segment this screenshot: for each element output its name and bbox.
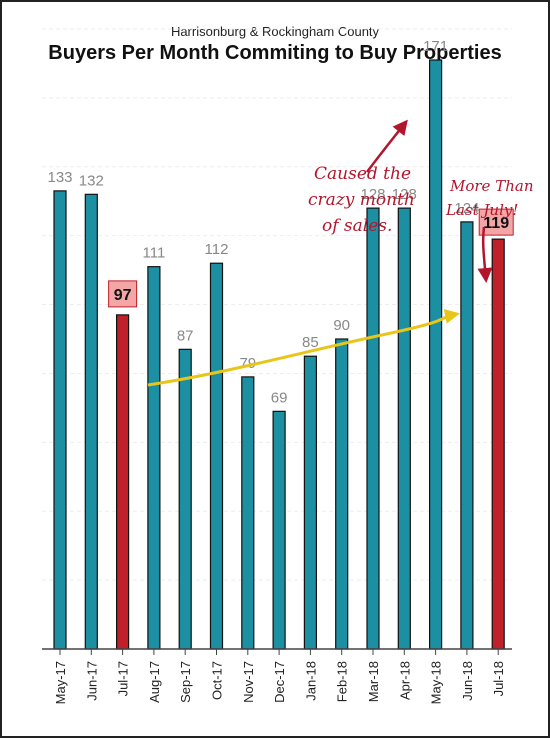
bar-jul-18 [491, 238, 505, 650]
bar-dec-17 [272, 410, 286, 650]
chart-subtitle: Harrisonburg & Rockingham County [170, 24, 380, 39]
x-tick-label: Jun-17 [84, 661, 99, 701]
data-label-jun-17: 132 [79, 172, 104, 189]
x-tick-labels: May-17 Jun-17 Jul-17 Aug-17 Sep-17 Oct-17 Nov-… [53, 661, 506, 704]
data-label-box-jul-17 [108, 280, 138, 308]
bar-jul-17 [115, 314, 130, 650]
x-tick-label: Nov-17 [241, 661, 256, 703]
red-arrow-down [477, 226, 493, 283]
x-tick-label: Apr-18 [397, 661, 412, 700]
x-tick-label: Oct-17 [210, 661, 225, 700]
x-tick-label: Jan-18 [303, 661, 318, 701]
note-crazy-line-2: crazy month [308, 190, 415, 210]
data-label-apr-18: 128 [392, 186, 417, 203]
bar-nov-17 [241, 376, 255, 650]
x-tick-label: May-17 [53, 661, 68, 704]
x-tick-label: May-18 [429, 661, 444, 704]
bar-may-17 [53, 190, 67, 650]
bar-jun-17 [84, 193, 98, 650]
x-tick-label: Mar-18 [366, 661, 381, 702]
bar-apr-18 [397, 207, 411, 650]
data-label-jun-18: 124 [454, 200, 479, 217]
data-label-sep-17: 87 [177, 327, 194, 344]
data-label-jul-17: 97 [114, 287, 132, 304]
data-label-may-17: 133 [47, 169, 72, 186]
x-tick-label: Jun-18 [460, 661, 475, 701]
bars [53, 59, 505, 650]
x-tick-label: Aug-17 [147, 661, 162, 703]
data-label-jan-18: 85 [302, 334, 319, 351]
bar-jun-18 [460, 221, 474, 650]
bar-sep-17 [178, 348, 192, 650]
note-more-than-line-2: Last July! [445, 201, 518, 219]
bar-aug-17 [147, 266, 161, 650]
bar-mar-18 [366, 207, 380, 650]
bar-jan-18 [303, 355, 317, 650]
data-label-may-18: 171 [423, 38, 448, 55]
note-crazy-line-1: Caused the [314, 164, 411, 184]
bar-feb-18 [335, 338, 349, 650]
data-label-oct-17: 112 [205, 241, 229, 258]
x-ticks [59, 649, 499, 655]
x-tick-label: Jul-18 [491, 661, 506, 696]
note-more-than-line-1: More Than [449, 177, 533, 195]
data-label-mar-18: 128 [360, 186, 385, 203]
x-tick-label: Sep-17 [178, 661, 193, 703]
x-tick-label: Feb-18 [335, 661, 350, 702]
red-arrow-up [366, 119, 408, 173]
chart-title: Buyers Per Month Commiting to Buy Proper… [48, 42, 502, 64]
x-tick-label: Dec-17 [272, 661, 287, 703]
note-crazy-line-3: of sales. [322, 216, 392, 236]
x-tick-label: Jul-17 [116, 661, 131, 696]
yellow-trend-arrow [147, 309, 460, 387]
data-label-jul-18: 119 [483, 215, 509, 232]
data-label-dec-17: 69 [271, 389, 288, 406]
data-label-feb-18: 90 [333, 317, 350, 334]
bar-oct-17 [209, 262, 224, 650]
bar-may-18 [429, 59, 443, 650]
data-label-aug-17: 111 [142, 245, 165, 262]
